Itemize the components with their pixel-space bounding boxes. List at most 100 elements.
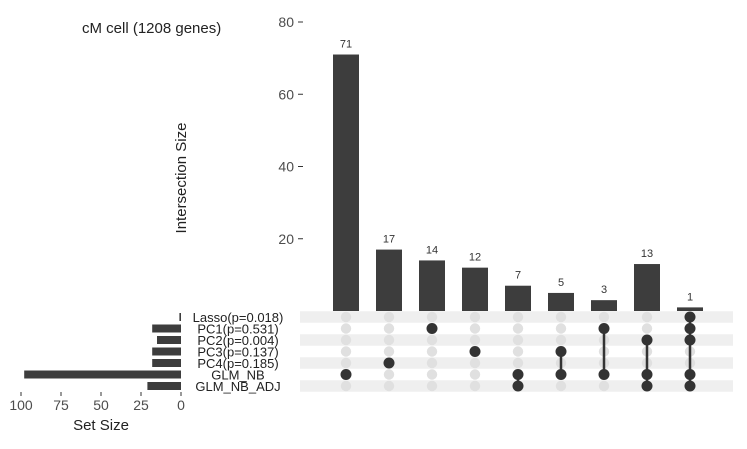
matrix-dot-inactive bbox=[340, 357, 352, 369]
matrix-dot-inactive bbox=[426, 369, 438, 380]
matrix-dot-inactive bbox=[383, 369, 395, 380]
set-labels: Lasso(p=0.018)PC1(p=0.531)PC2(p=0.004)PC… bbox=[193, 310, 284, 394]
intersection-bar bbox=[548, 292, 574, 311]
matrix-dot-active bbox=[641, 380, 653, 392]
x-tick-label: 50 bbox=[93, 397, 109, 413]
matrix-dot-inactive bbox=[383, 323, 395, 334]
matrix-dot-active bbox=[641, 369, 653, 380]
matrix-dot-active bbox=[598, 323, 610, 334]
matrix-dot-inactive bbox=[469, 323, 481, 334]
matrix-dot-active bbox=[684, 380, 696, 392]
set-label: Lasso(p=0.018) bbox=[193, 310, 284, 325]
matrix-dot-inactive bbox=[340, 380, 352, 392]
matrix-dot-inactive bbox=[340, 323, 352, 334]
x-tick-label: 75 bbox=[53, 397, 69, 413]
y-axis-label: Intersection Size bbox=[173, 123, 190, 234]
set-size-axis: 100 75 50 25 0 bbox=[9, 392, 185, 413]
matrix-dot-inactive bbox=[512, 334, 524, 346]
matrix-dot-inactive bbox=[512, 357, 524, 369]
y-tick-label: 40 bbox=[278, 159, 294, 175]
x-tick-label: 25 bbox=[133, 397, 149, 413]
set-label: GLM_NB_ADJ bbox=[195, 379, 280, 394]
matrix-dot-inactive bbox=[469, 334, 481, 346]
y-tick-label: 80 bbox=[278, 14, 294, 30]
set-size-bar bbox=[152, 347, 181, 356]
chart-title: cM cell (1208 genes) bbox=[82, 20, 222, 37]
matrix-dot-inactive bbox=[426, 380, 438, 392]
intersection-bar bbox=[505, 285, 531, 311]
matrix-dot-inactive bbox=[512, 346, 524, 357]
set-size-bar bbox=[147, 382, 181, 390]
matrix-dot-inactive bbox=[469, 369, 481, 380]
bar-value-label: 12 bbox=[469, 252, 481, 264]
bar-value-label: 17 bbox=[383, 234, 395, 246]
intersection-bar bbox=[333, 54, 359, 311]
matrix-dot-inactive bbox=[641, 323, 653, 334]
matrix-dot-active bbox=[383, 357, 395, 369]
matrix-dot-inactive bbox=[340, 334, 352, 346]
matrix-dot-inactive bbox=[555, 311, 567, 323]
matrix-dot-inactive bbox=[383, 380, 395, 392]
matrix-dot-active bbox=[684, 334, 696, 346]
matrix-dot-inactive bbox=[598, 311, 610, 323]
matrix-dot-inactive bbox=[469, 311, 481, 323]
bar-value-label: 3 bbox=[601, 284, 607, 296]
matrix-dot-inactive bbox=[512, 323, 524, 334]
matrix-dot-inactive bbox=[469, 380, 481, 392]
set-size-bar bbox=[157, 336, 181, 344]
set-label: GLM_NB bbox=[211, 368, 264, 383]
set-label: PC2(p=0.004) bbox=[197, 333, 278, 348]
matrix-dot-inactive bbox=[555, 334, 567, 346]
matrix-dot-active bbox=[684, 369, 696, 380]
set-size-bars bbox=[24, 313, 182, 390]
matrix-dot-active bbox=[512, 369, 524, 380]
intersection-bar bbox=[376, 249, 402, 311]
matrix-dot-active bbox=[340, 369, 352, 380]
intersection-bars: 71 17 14 12 7 5 3 13 1 bbox=[333, 39, 703, 311]
intersection-matrix bbox=[340, 311, 696, 392]
bar-value-label: 13 bbox=[641, 248, 653, 260]
matrix-dot-inactive bbox=[383, 346, 395, 357]
matrix-dot-active bbox=[684, 323, 696, 334]
matrix-dot-active bbox=[598, 369, 610, 380]
set-size-bar bbox=[24, 370, 182, 379]
matrix-dot-active bbox=[555, 369, 567, 380]
intersection-bar bbox=[634, 264, 660, 311]
set-label: PC1(p=0.531) bbox=[197, 322, 278, 337]
matrix-dot-inactive bbox=[426, 311, 438, 323]
matrix-dot-inactive bbox=[340, 311, 352, 323]
matrix-dot-inactive bbox=[512, 311, 524, 323]
matrix-dot-inactive bbox=[426, 357, 438, 369]
matrix-dot-inactive bbox=[383, 334, 395, 346]
matrix-dot-inactive bbox=[426, 334, 438, 346]
y-axis: 20 40 60 80 bbox=[278, 14, 303, 247]
intersection-bar bbox=[462, 267, 488, 311]
matrix-dot-active bbox=[512, 380, 524, 392]
matrix-dot-active bbox=[469, 346, 481, 357]
set-size-bar bbox=[152, 324, 181, 333]
matrix-dot-inactive bbox=[641, 311, 653, 323]
bar-value-label: 1 bbox=[687, 291, 693, 303]
bar-value-label: 5 bbox=[558, 277, 564, 289]
set-label: PC3(p=0.137) bbox=[197, 345, 278, 360]
matrix-dot-active bbox=[641, 334, 653, 346]
matrix-dot-inactive bbox=[383, 311, 395, 323]
bar-value-label: 14 bbox=[426, 244, 438, 256]
y-tick-label: 60 bbox=[278, 86, 294, 102]
matrix-dot-inactive bbox=[555, 380, 567, 392]
matrix-dot-active bbox=[555, 346, 567, 357]
matrix-dot-inactive bbox=[340, 346, 352, 357]
bar-value-label: 7 bbox=[515, 270, 521, 282]
matrix-dot-active bbox=[426, 323, 438, 334]
matrix-dot-active bbox=[684, 311, 696, 323]
x-tick-label: 100 bbox=[9, 397, 33, 413]
set-size-bar bbox=[152, 359, 181, 367]
intersection-bar bbox=[419, 260, 445, 311]
x-axis-label: Set Size bbox=[73, 417, 129, 434]
y-tick-label: 20 bbox=[278, 231, 294, 247]
intersection-bar bbox=[677, 307, 703, 311]
matrix-dot-inactive bbox=[598, 380, 610, 392]
set-label: PC4(p=0.185) bbox=[197, 356, 278, 371]
bar-value-label: 71 bbox=[340, 39, 352, 51]
